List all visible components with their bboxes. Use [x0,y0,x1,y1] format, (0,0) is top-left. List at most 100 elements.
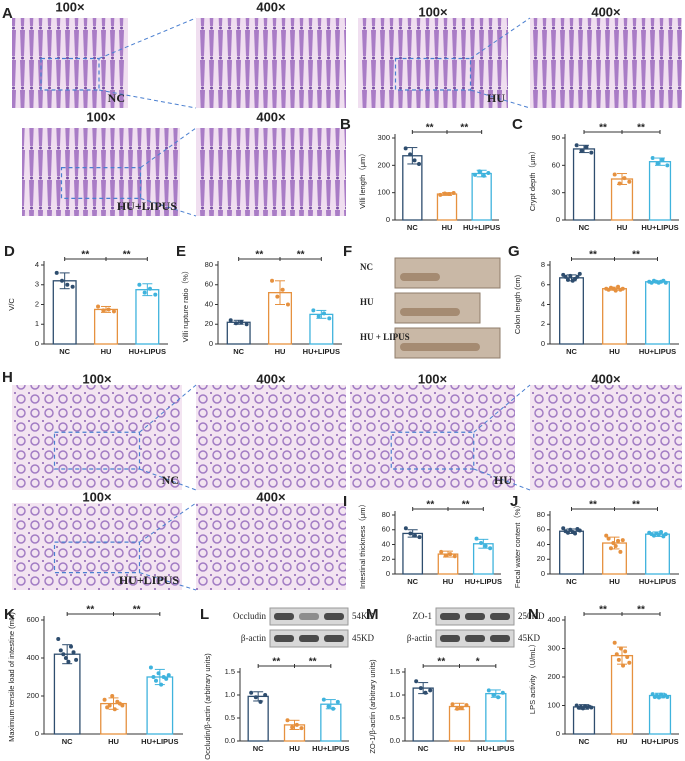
data-point [249,690,254,695]
x-tick-label: HU+LIPUS [641,737,678,746]
y-tick-label: 20 [537,554,545,563]
blot-band [274,613,294,620]
group-label: HU+LIPUS [117,199,178,213]
y-tick-label: 0 [209,339,213,348]
bar [53,653,81,735]
significance-label: ** [599,605,607,616]
significance-label: ** [255,250,263,261]
bar [52,280,77,345]
data-point [164,676,169,681]
data-point [448,552,453,557]
data-point [618,646,623,651]
data-point [575,274,580,279]
magnification-label: 100× [86,109,116,124]
y-tick-label: 0 [386,215,390,224]
y-tick-label: 4 [541,299,545,308]
data-point [625,655,630,660]
data-point [101,308,106,313]
y-tick-label: 90 [552,133,560,142]
zoom-box [53,541,141,574]
data-point [331,706,336,711]
x-tick-label: NC [579,737,590,746]
data-point [663,532,668,537]
panel-letter: H [2,369,13,386]
data-point [112,707,117,712]
data-point [142,290,147,295]
bar [93,308,119,345]
data-point [577,528,582,533]
x-tick-label: HU+LIPUS [477,744,514,753]
y-tick-label: 100 [377,188,390,197]
colon-tissue [400,343,480,351]
data-point [280,287,285,292]
x-tick-label: HU+LIPUS [639,577,676,586]
y-tick-label: 80 [205,260,213,269]
significance-label: ** [460,123,468,134]
blot-band [465,613,485,620]
y-axis-label: Intestinal thickness（μm） [358,500,367,589]
significance-label: * [476,657,480,668]
data-point [464,703,469,708]
data-point [439,549,444,554]
y-tick-label: 4 [35,260,39,269]
y-axis-label: Fecal water content（%） [513,501,522,588]
x-tick-label: HU+LIPUS [141,737,178,746]
y-tick-label: 1.0 [390,690,400,699]
photo-label: HU [360,297,374,307]
data-point [110,694,115,698]
bar [648,694,672,735]
group-label: HU [494,473,512,487]
colon-tissue [400,308,460,316]
micrograph-high [196,18,346,108]
data-point [275,294,280,299]
y-tick-label: 0.5 [390,713,400,722]
data-point [665,163,670,168]
data-point [63,656,68,660]
data-point [148,665,153,670]
significance-label: ** [297,250,305,261]
group-label: NC [162,473,179,487]
y-tick-label: 100 [547,700,560,709]
panel-letter: K [4,606,15,623]
panel-letter: F [343,243,352,260]
data-point [574,143,579,148]
micrograph-high [196,128,346,216]
blot-band [465,635,485,642]
y-tick-label: 80 [382,510,390,519]
magnification-label: 400× [256,371,286,386]
photo-label: HU + LIPUS [360,332,410,342]
data-point [452,554,457,559]
data-point [102,697,107,702]
data-point [579,148,584,153]
y-tick-label: 60 [537,525,545,534]
data-point [608,546,613,551]
data-point [418,686,423,691]
data-point [472,172,477,177]
data-point [60,278,65,283]
data-point [459,705,464,710]
data-point [479,541,484,546]
data-point [299,726,304,731]
data-point [491,693,496,697]
data-point [408,152,413,157]
data-point [612,172,617,177]
significance-label: ** [437,657,445,668]
y-tick-label: 40 [382,539,390,548]
data-point [414,679,419,684]
zoom-line [473,384,531,433]
bar [602,288,627,345]
bar [471,172,492,221]
data-point [96,304,101,309]
zoom-line [98,89,197,109]
y-tick-label: 30 [552,188,560,197]
blot-protein: β-actin [407,633,433,643]
y-axis-label: V/C [7,298,16,311]
panel-letter: C [512,116,523,133]
data-point [477,169,482,174]
bar [412,687,434,742]
magnification-label: 100× [82,371,112,386]
data-point [663,280,668,285]
data-point [616,284,621,289]
data-point [656,532,661,537]
